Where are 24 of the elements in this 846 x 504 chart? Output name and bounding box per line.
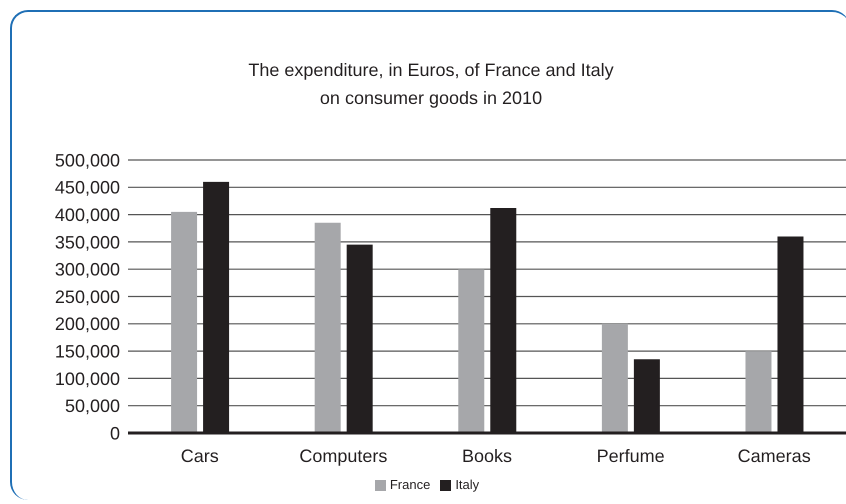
bar [171, 212, 198, 433]
x-tick-label: Books [462, 446, 512, 466]
y-tick-label: 300,000 [54, 260, 120, 280]
bar [458, 269, 484, 433]
y-tick-label: 100,000 [54, 368, 120, 389]
x-tick-label: Cars [180, 446, 219, 466]
chart-title: The expenditure, in Euros, of France and Italy on consumer goods in 2010 [247, 59, 615, 110]
y-tick-label: 500,000 [54, 150, 120, 170]
bar [745, 351, 772, 433]
x-tick-label: Perfume [596, 446, 665, 466]
y-tick-label: 0 [110, 423, 120, 444]
y-tick-label: 450,000 [54, 178, 120, 198]
y-tick-label: 400,000 [54, 204, 120, 225]
y-tick-label: 350,000 [54, 232, 120, 252]
bar [602, 324, 628, 433]
legend-label: Italy [455, 477, 480, 492]
legend-label: France [390, 477, 430, 492]
y-tick-label: 200,000 [54, 314, 120, 334]
y-tick-label: 50,000 [64, 396, 120, 416]
x-tick-label: Cameras [738, 446, 811, 466]
y-tick-label: 250,000 [54, 286, 120, 307]
bar [314, 222, 341, 433]
x-tick-label: Computers [299, 446, 388, 466]
y-tick-label: 150,000 [54, 341, 120, 362]
